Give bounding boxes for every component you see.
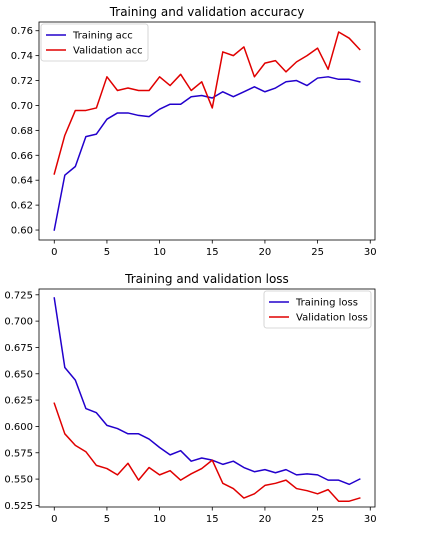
y-tick-label: 0.600	[4, 422, 33, 433]
y-tick-label: 0.650	[4, 369, 33, 380]
x-tick-label: 10	[153, 514, 166, 525]
legend-label: Validation acc	[73, 46, 143, 57]
y-tick-label: 0.625	[4, 396, 33, 407]
x-tick-label: 15	[206, 247, 219, 258]
x-tick-label: 30	[364, 247, 377, 258]
x-tick-label: 15	[206, 514, 219, 525]
legend-box	[263, 290, 372, 329]
x-tick-label: 0	[51, 514, 57, 525]
series-line-training-loss	[53, 297, 361, 486]
legend: Training acc Validation acc	[40, 23, 149, 62]
y-tick-label: 0.74	[11, 51, 33, 62]
legend-label: Training acc	[72, 31, 133, 42]
x-tick-label: 5	[104, 514, 110, 525]
y-tick-label: 0.575	[4, 448, 33, 459]
y-tick-label: 0.66	[11, 151, 33, 162]
y-tick-label: 0.700	[4, 317, 33, 328]
y-tick-label: 0.68	[11, 126, 33, 137]
series-line-training-acc	[53, 76, 361, 231]
legend-box	[40, 23, 149, 62]
y-tick-label: 0.64	[11, 176, 33, 187]
loss-chart: Training and validation loss 0 5 10 15 20 25 30…	[4, 272, 376, 525]
legend-label: Validation loss	[296, 313, 368, 324]
y-tick-label: 0.60	[11, 226, 33, 237]
axes-frame	[38, 21, 376, 241]
axes-frame	[38, 288, 376, 508]
chart-title: Training and validation loss	[124, 272, 289, 286]
x-tick-label: 20	[259, 514, 272, 525]
series-line-validation-acc	[53, 31, 361, 175]
y-tick-label: 0.70	[11, 101, 33, 112]
series-line-validation-loss	[53, 402, 361, 502]
legend-label: Training loss	[295, 298, 358, 309]
y-tick-label: 0.675	[4, 343, 33, 354]
y-tick-label: 0.725	[4, 290, 33, 301]
accuracy-chart: Training and validation accuracy 0 5 10 15 20…	[11, 5, 377, 258]
y-tick-label: 0.62	[11, 201, 33, 212]
x-tick-label: 0	[51, 247, 57, 258]
x-tick-label: 5	[104, 247, 110, 258]
chart-title: Training and validation accuracy	[109, 5, 305, 19]
y-tick-label: 0.550	[4, 475, 33, 486]
x-tick-label: 30	[364, 514, 377, 525]
y-tick-label: 0.76	[11, 26, 33, 37]
y-tick-label: 0.525	[4, 501, 33, 512]
x-tick-label: 25	[311, 514, 324, 525]
x-tick-label: 10	[153, 247, 166, 258]
x-tick-label: 20	[259, 247, 272, 258]
legend: Training loss Validation loss	[263, 290, 372, 329]
x-tick-label: 25	[311, 247, 324, 258]
y-tick-label: 0.72	[11, 76, 33, 87]
